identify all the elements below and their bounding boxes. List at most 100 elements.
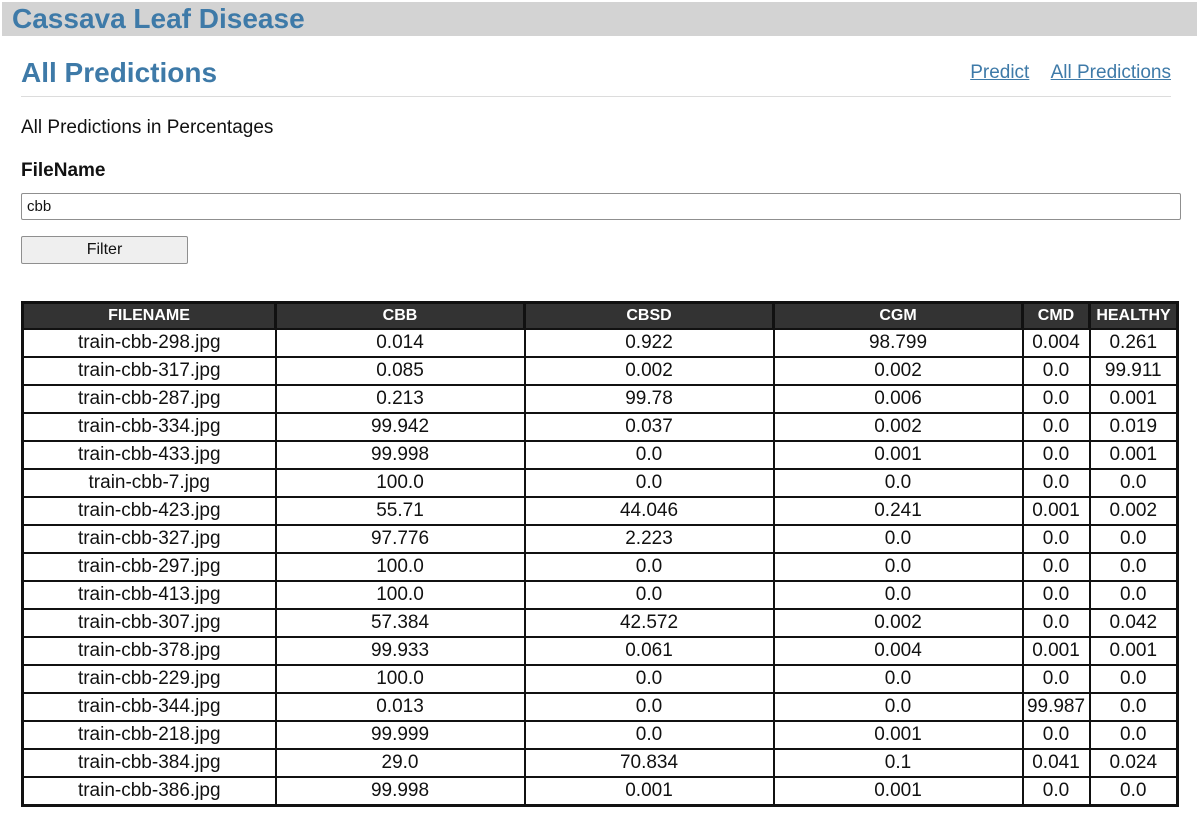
cell-filename: train-cbb-386.jpg [21,776,277,807]
cell-cmd: 0.0 [1021,664,1091,694]
cell-filename: train-cbb-7.jpg [21,468,277,498]
cell-cbsd: 0.0 [523,468,775,498]
cell-cmd: 0.0 [1021,580,1091,610]
table-row: train-cbb-334.jpg 99.942 0.037 0.002 0.0 0.01… [21,412,1179,442]
table-row: train-cbb-423.jpg 55.71 44.046 0.241 0.001 0.… [21,496,1179,526]
cell-cbsd: 0.061 [523,636,775,666]
filename-label: FileName [21,160,106,181]
cell-filename: train-cbb-413.jpg [21,580,277,610]
cell-cgm: 0.1 [772,748,1024,778]
cell-filename: train-cbb-298.jpg [21,328,277,358]
cell-cbb: 99.998 [274,776,526,807]
cell-cbb: 99.933 [274,636,526,666]
cell-cbsd: 0.037 [523,412,775,442]
cell-cbb: 0.085 [274,356,526,386]
cell-healthy: 0.024 [1088,748,1179,778]
cell-healthy: 0.0 [1088,664,1179,694]
cell-healthy: 0.001 [1088,636,1179,666]
cell-cgm: 0.002 [772,608,1024,638]
cell-cgm: 0.0 [772,580,1024,610]
cell-cmd: 99.987 [1021,692,1091,722]
cell-cmd: 0.0 [1021,524,1091,554]
cell-cgm: 0.241 [772,496,1024,526]
cell-cbsd: 0.0 [523,692,775,722]
cell-filename: train-cbb-433.jpg [21,440,277,470]
cell-cgm: 0.0 [772,692,1024,722]
cell-cmd: 0.0 [1021,776,1091,807]
cell-healthy: 0.0 [1088,776,1179,807]
cell-cbb: 0.014 [274,328,526,358]
table-row: train-cbb-287.jpg 0.213 99.78 0.006 0.0 0.001 [21,384,1179,414]
cell-filename: train-cbb-218.jpg [21,720,277,750]
cell-cmd: 0.0 [1021,720,1091,750]
cell-healthy: 0.0 [1088,692,1179,722]
cell-cgm: 0.002 [772,412,1024,442]
cell-cbsd: 44.046 [523,496,775,526]
top-banner: Cassava Leaf Disease [2,2,1197,36]
cell-filename: train-cbb-287.jpg [21,384,277,414]
cell-healthy: 0.0 [1088,580,1179,610]
cell-filename: train-cbb-307.jpg [21,608,277,638]
column-header-cmd: CMD [1021,302,1091,329]
cell-cmd: 0.0 [1021,552,1091,582]
cell-cgm: 0.001 [772,440,1024,470]
cell-cmd: 0.001 [1021,496,1091,526]
cell-healthy: 0.042 [1088,608,1179,638]
table-body: train-cbb-298.jpg 0.014 0.922 98.799 0.004 0.… [21,328,1179,807]
cell-cbb: 0.213 [274,384,526,414]
cell-cbsd: 0.0 [523,440,775,470]
column-header-healthy: HEALTHY [1088,302,1179,329]
nav-link-predict[interactable]: Predict [970,62,1030,83]
cell-cbsd: 0.0 [523,552,775,582]
cell-healthy: 0.002 [1088,496,1179,526]
cell-cbb: 100.0 [274,664,526,694]
table-row: train-cbb-7.jpg 100.0 0.0 0.0 0.0 0.0 [21,468,1179,498]
cell-cbb: 99.942 [274,412,526,442]
cell-cbsd: 0.0 [523,664,775,694]
cell-filename: train-cbb-334.jpg [21,412,277,442]
cell-cmd: 0.0 [1021,608,1091,638]
cell-healthy: 0.001 [1088,384,1179,414]
cell-cmd: 0.0 [1021,384,1091,414]
nav-links: Predict All Predictions [954,61,1171,85]
predictions-table-wrapper: FILENAME CBB CBSD CGM CMD HEALTHY train-… [21,301,1179,807]
cell-cgm: 0.0 [772,524,1024,554]
cell-cbb: 97.776 [274,524,526,554]
cell-cbb: 55.71 [274,496,526,526]
column-header-cbb: CBB [274,302,526,329]
cell-cmd: 0.001 [1021,636,1091,666]
table-row: train-cbb-307.jpg 57.384 42.572 0.002 0.0 0.0… [21,608,1179,638]
cell-cbb: 100.0 [274,468,526,498]
cell-cbsd: 42.572 [523,608,775,638]
table-row: train-cbb-317.jpg 0.085 0.002 0.002 0.0 99.91… [21,356,1179,386]
cell-cmd: 0.041 [1021,748,1091,778]
table-row: train-cbb-229.jpg 100.0 0.0 0.0 0.0 0.0 [21,664,1179,694]
column-header-filename: FILENAME [21,302,277,329]
cell-cbsd: 0.001 [523,776,775,807]
filter-button[interactable]: Filter [21,236,188,264]
app-title: Cassava Leaf Disease [12,3,305,34]
cell-cbsd: 0.922 [523,328,775,358]
table-row: train-cbb-378.jpg 99.933 0.061 0.004 0.001 0.… [21,636,1179,666]
cell-cgm: 0.0 [772,664,1024,694]
table-row: train-cbb-298.jpg 0.014 0.922 98.799 0.004 0.… [21,328,1179,358]
cell-cgm: 0.006 [772,384,1024,414]
nav-link-all-predictions[interactable]: All Predictions [1050,62,1171,83]
predictions-table: FILENAME CBB CBSD CGM CMD HEALTHY train-… [21,301,1179,807]
cell-cbb: 100.0 [274,552,526,582]
cell-cgm: 98.799 [772,328,1024,358]
cell-filename: train-cbb-378.jpg [21,636,277,666]
table-row: train-cbb-433.jpg 99.998 0.0 0.001 0.0 0.001 [21,440,1179,470]
cell-healthy: 0.0 [1088,524,1179,554]
cell-cgm: 0.001 [772,720,1024,750]
table-header-row: FILENAME CBB CBSD CGM CMD HEALTHY [21,302,1179,329]
filename-input[interactable] [21,193,1181,220]
page-header: All Predictions Predict All Predictions [21,52,1171,97]
cell-cmd: 0.004 [1021,328,1091,358]
cell-healthy: 0.261 [1088,328,1179,358]
cell-healthy: 0.0 [1088,552,1179,582]
cell-filename: train-cbb-384.jpg [21,748,277,778]
cell-cmd: 0.0 [1021,412,1091,442]
cell-healthy: 0.0 [1088,720,1179,750]
cell-healthy: 0.0 [1088,468,1179,498]
